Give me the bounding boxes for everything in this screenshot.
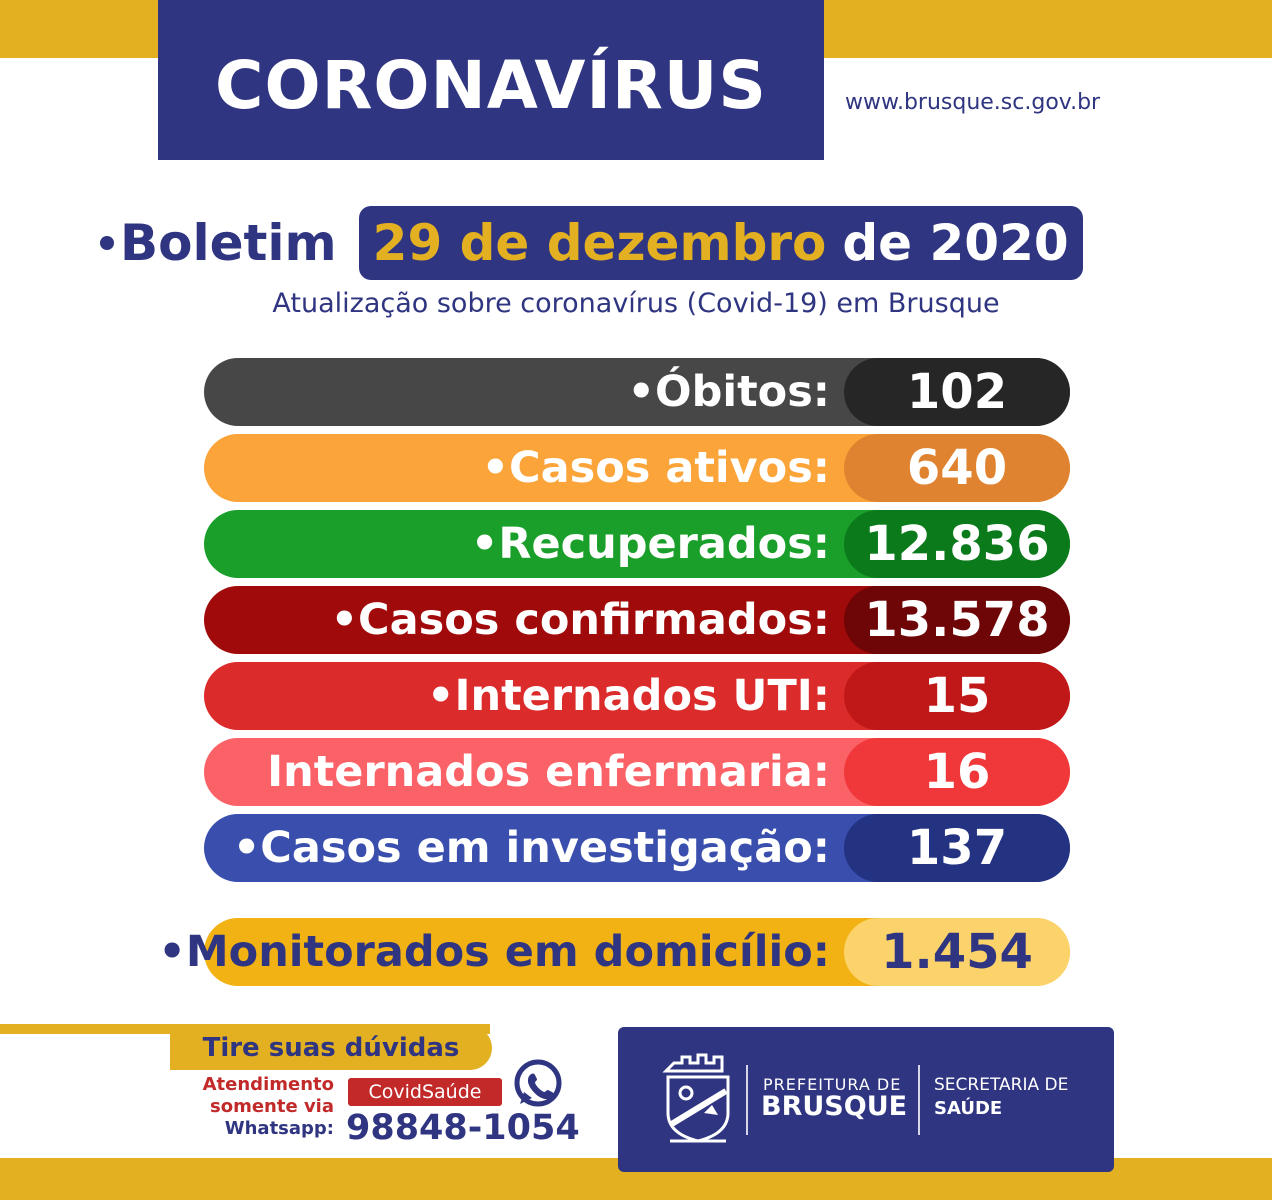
date-day-month: 29 de dezembro	[372, 214, 827, 272]
date-year: de 2020	[842, 214, 1069, 272]
stat-row-monitorados: •Monitorados em domicílio: 1.454	[158, 918, 1070, 986]
secretaria-name: SAÚDE	[934, 1098, 1003, 1119]
stat-value: 16	[844, 738, 1070, 806]
contact-heading: Tire suas dúvidas	[170, 1026, 492, 1070]
stat-label: •Recuperados:	[470, 519, 830, 569]
stat-label: •Casos em investigação:	[232, 823, 830, 873]
stat-value: 13.578	[844, 586, 1070, 654]
stat-label: •Monitorados em domicílio:	[158, 927, 830, 977]
stat-row-casos-ativos: •Casos ativos: 640	[204, 434, 1070, 502]
contact-note-line: Whatsapp:	[224, 1118, 334, 1139]
bulletin-label: Boletim	[120, 214, 337, 272]
stat-row-internados-uti: •Internados UTI: 15	[204, 662, 1070, 730]
website-link[interactable]: www.brusque.sc.gov.br	[845, 90, 1101, 115]
prefeitura-logo: PREFEITURA DE BRUSQUE SECRETARIA DE SAÚD…	[618, 1027, 1114, 1172]
logo-divider	[746, 1065, 748, 1135]
stat-label: •Internados UTI:	[427, 671, 830, 721]
stat-value: 640	[844, 434, 1070, 502]
stat-row-internados-enfermaria: Internados enfermaria: 16	[204, 738, 1070, 806]
bulletin-header: Boletim 29 de dezembro de 2020	[100, 205, 1083, 281]
page-title: CORONAVÍRUS	[215, 46, 767, 124]
stat-value: 137	[844, 814, 1070, 882]
stat-value: 102	[844, 358, 1070, 426]
whatsapp-icon[interactable]	[512, 1058, 564, 1110]
covidsaude-badge: CovidSaúde	[348, 1078, 502, 1106]
city-crest-icon	[662, 1053, 730, 1143]
contact-note-line: Atendimento	[202, 1074, 334, 1095]
stat-row-casos-confirmados: •Casos confirmados: 13.578	[204, 586, 1070, 654]
city-name: BRUSQUE	[761, 1091, 908, 1122]
stat-row-recuperados: •Recuperados: 12.836	[204, 510, 1070, 578]
prefeitura-label: PREFEITURA DE	[763, 1075, 902, 1094]
contact-phone[interactable]: 98848-1054	[346, 1108, 580, 1148]
stat-value: 12.836	[844, 510, 1070, 578]
logo-divider	[918, 1065, 920, 1135]
stat-row-casos-investigacao: •Casos em investigação: 137	[204, 814, 1070, 882]
stat-label: •Óbitos:	[627, 367, 830, 417]
stat-value: 1.454	[844, 918, 1070, 986]
bullet-icon	[100, 236, 114, 250]
stat-value: 15	[844, 662, 1070, 730]
stat-label: •Casos confirmados:	[330, 595, 830, 645]
bulletin-date: 29 de dezembro de 2020	[358, 206, 1083, 280]
contact-note-line: somente via	[210, 1096, 334, 1117]
bulletin-subtitle: Atualização sobre coronavírus (Covid-19)…	[272, 288, 1000, 319]
contact-note: Atendimento somente via Whatsapp:	[192, 1074, 334, 1140]
stat-row-obitos: •Óbitos: 102	[204, 358, 1070, 426]
stat-label: Internados enfermaria:	[267, 747, 830, 797]
secretaria-label: SECRETARIA DE	[934, 1075, 1069, 1095]
stat-label: •Casos ativos:	[481, 443, 830, 493]
title-banner: CORONAVÍRUS	[158, 0, 824, 160]
